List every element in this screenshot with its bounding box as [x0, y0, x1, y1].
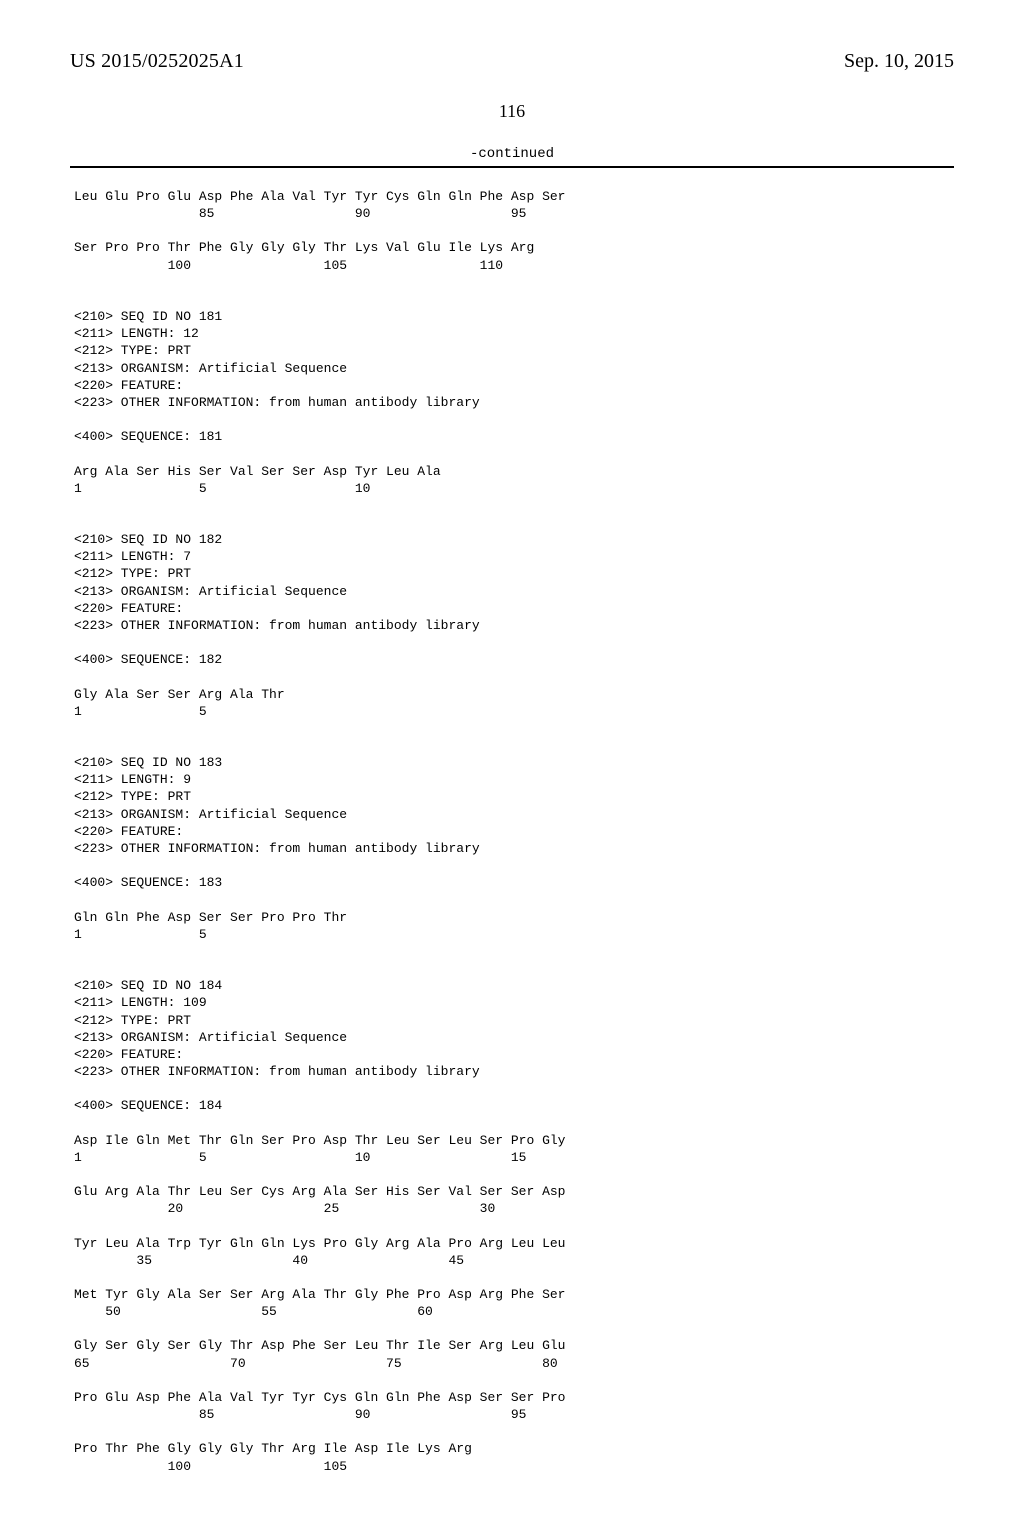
- publication-number: US 2015/0252025A1: [70, 50, 244, 73]
- publication-date: Sep. 10, 2015: [844, 50, 954, 73]
- document-header: US 2015/0252025A1 Sep. 10, 2015: [70, 50, 954, 73]
- continued-label: -continued: [70, 146, 954, 162]
- page-container: US 2015/0252025A1 Sep. 10, 2015 116 -con…: [0, 0, 1024, 1515]
- top-rule: [70, 166, 954, 168]
- sequence-listing: Leu Glu Pro Glu Asp Phe Ala Val Tyr Tyr …: [74, 188, 954, 1475]
- page-number: 116: [70, 101, 954, 122]
